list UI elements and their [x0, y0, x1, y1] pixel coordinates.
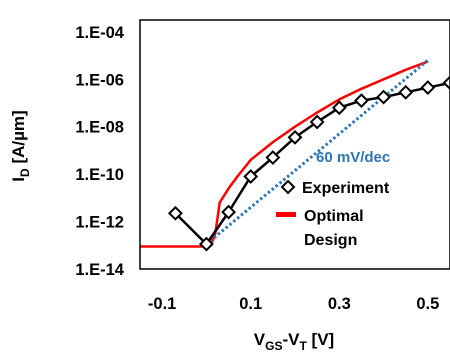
experiment-point	[287, 129, 303, 145]
legend-experiment-label: Experiment	[302, 180, 390, 197]
experiment-point	[331, 100, 347, 116]
y-tick-label: 1.E-06	[75, 71, 124, 89]
y-tick-label: 1.E-12	[75, 214, 124, 232]
legend-design-label: Design	[304, 232, 357, 249]
experiment-point	[199, 236, 214, 252]
y-tick-label: 1.E-04	[75, 24, 124, 42]
y-tick-label: 1.E-08	[75, 119, 124, 137]
experiment-point	[243, 169, 259, 184]
x-tick-label: 0.1	[239, 295, 262, 313]
plot-frame	[139, 19, 450, 270]
experiment-point	[376, 89, 391, 105]
experiment-point	[442, 75, 450, 91]
x-tick-labels: -0.1 0.1 0.3 0.5	[148, 295, 439, 313]
experiment-markers	[168, 75, 450, 252]
x-tick-label: 0.5	[416, 295, 439, 313]
y-tick-label: 1.E-14	[75, 261, 124, 279]
experiment-point	[168, 205, 183, 221]
experiment-point	[221, 204, 236, 220]
x-tick-label: 0.3	[328, 295, 351, 313]
experiment-point	[309, 114, 325, 130]
y-tick-labels: 1.E-14 1.E-12 1.E-10 1.E-08 1.E-06 1.E-04	[75, 24, 124, 279]
legend-optimal-label: Optimal	[304, 208, 364, 225]
legend-experiment-marker-icon	[280, 179, 296, 195]
y-axis-title: ID [A/µm]	[9, 110, 32, 181]
experiment-point	[265, 150, 281, 165]
legend: Experiment Optimal Design	[276, 179, 390, 249]
y-tick-label: 1.E-10	[75, 166, 124, 184]
x-axis-title: VGS-VT [V]	[254, 330, 334, 353]
experiment-point	[420, 80, 436, 95]
legend-optimal-swatch-icon	[276, 212, 296, 217]
slope-annotation: 60 mV/dec	[316, 149, 390, 166]
x-tick-label: -0.1	[148, 295, 176, 313]
experiment-point	[398, 84, 414, 100]
experiment-point	[354, 93, 369, 109]
